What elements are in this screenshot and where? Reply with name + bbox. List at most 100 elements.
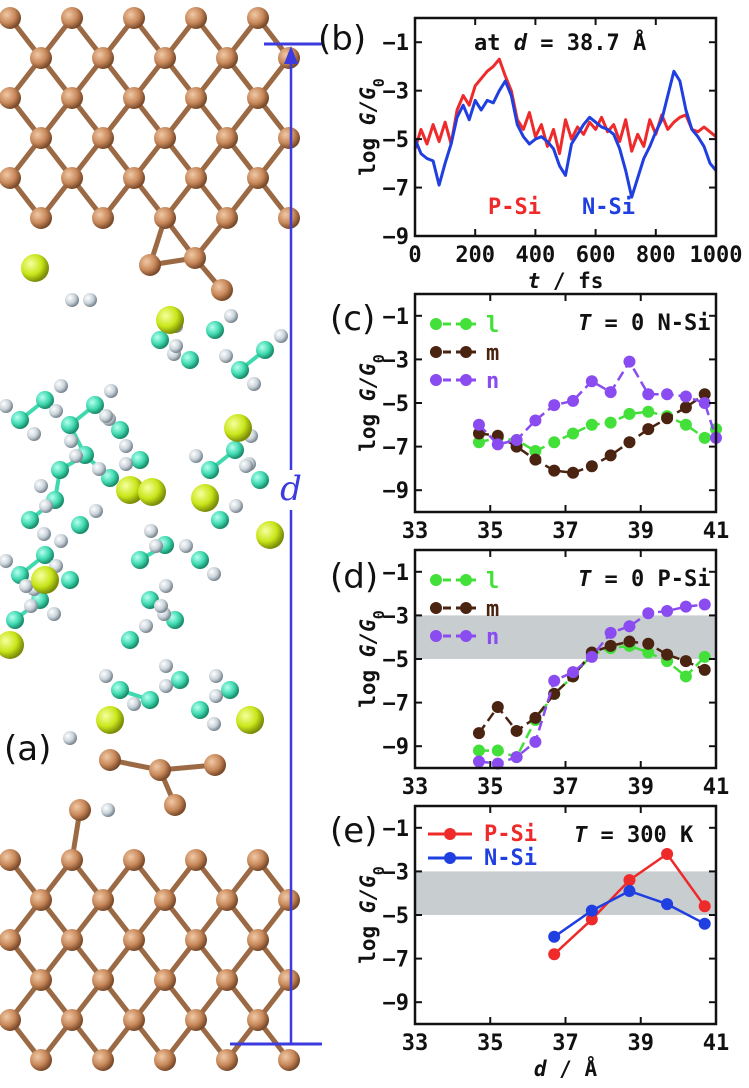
data-point <box>472 427 485 440</box>
data-point <box>661 648 674 661</box>
y-tick-label: −3 <box>383 604 410 629</box>
series-P-Si <box>413 57 717 156</box>
panel-b-tag: (b) <box>318 19 366 59</box>
distance-dimension: d <box>230 42 322 1046</box>
carbon-atom <box>30 1049 52 1071</box>
data-point <box>623 355 636 368</box>
carbon-atom <box>61 7 83 29</box>
legend-entry: n <box>430 625 499 650</box>
series-m <box>472 388 711 479</box>
plot-frame <box>413 16 718 238</box>
carbon-atom <box>247 7 269 29</box>
data-point <box>548 674 561 687</box>
data-point <box>698 900 711 913</box>
carbon-atom <box>204 754 226 776</box>
hydrogen-atom <box>39 499 53 513</box>
series-line <box>413 69 718 199</box>
hydrogen-atom <box>34 479 48 493</box>
data-point <box>604 416 617 429</box>
chain-atom <box>61 571 79 589</box>
hydrogen-atom <box>24 599 38 613</box>
data-point <box>567 666 580 679</box>
sulfur-atom <box>224 414 252 442</box>
x-tick-label: 37 <box>552 519 579 544</box>
carbon-atom <box>216 127 238 149</box>
sulfur-atom <box>31 566 59 594</box>
chain-atom <box>131 551 149 569</box>
hydrogen-atom <box>239 459 253 473</box>
y-axis-label: log G/G0 <box>356 866 388 964</box>
legend-entry: l <box>430 569 499 594</box>
carbon-atom <box>92 889 114 911</box>
hydrogen-atom <box>154 599 168 613</box>
chain-atom <box>11 411 29 429</box>
x-tick-label: 41 <box>703 519 730 544</box>
x-tick-label: 33 <box>402 775 429 800</box>
carbon-atom <box>0 167 21 189</box>
hydrogen-atom <box>229 499 243 513</box>
data-point <box>642 637 655 650</box>
hydrogen-atom <box>149 539 163 553</box>
panel-d-tag: (d) <box>330 557 378 597</box>
data-point <box>491 700 504 713</box>
x-tick-label: 400 <box>516 243 556 268</box>
data-point <box>585 904 598 917</box>
carbon-atom <box>0 1009 21 1031</box>
carbon-atom <box>216 207 238 229</box>
atom-bonds <box>8 16 291 1062</box>
hydrogen-atom <box>0 399 13 413</box>
panel-a-tag: (a) <box>4 729 51 769</box>
hydrogen-atom <box>159 659 173 673</box>
carbon-atom <box>216 1049 238 1071</box>
hydrogen-atom <box>54 534 68 548</box>
chain-atom <box>171 671 189 689</box>
hydrogen-atom <box>169 339 183 353</box>
x-tick-label: 39 <box>628 519 655 544</box>
data-point <box>548 930 561 943</box>
data-point <box>472 755 485 768</box>
annotation: T = 300 K <box>574 823 694 848</box>
hydrogen-atom <box>0 554 13 568</box>
atoms <box>0 7 300 1071</box>
hydrogen-atom <box>47 607 61 621</box>
carbon-atom <box>0 849 21 871</box>
hydrogen-atom <box>104 384 118 398</box>
hydrogen-atom <box>127 697 141 711</box>
hydrogen-atom <box>37 527 51 541</box>
carbon-atom <box>185 7 207 29</box>
data-point <box>529 735 542 748</box>
y-tick-label: −9 <box>383 991 410 1016</box>
carbon-atom <box>61 849 83 871</box>
chain-atom <box>191 551 209 569</box>
hydrogen-atom <box>209 669 223 683</box>
carbon-atom <box>30 969 52 991</box>
y-tick-label: −7 <box>383 177 410 202</box>
carbon-atom <box>247 167 269 189</box>
series-P-Si <box>548 847 711 961</box>
annotation: T = 0 N-Si <box>578 311 710 336</box>
hydrogen-atom <box>65 293 79 307</box>
chain-atom <box>86 396 104 414</box>
data-point <box>698 397 711 409</box>
x-tick-label: 39 <box>628 1031 655 1056</box>
annotation: T = 0 P-Si <box>578 567 710 592</box>
data-point <box>472 436 485 449</box>
carbon-atom <box>61 1009 83 1031</box>
hydrogen-atom <box>99 409 113 423</box>
data-point <box>604 626 617 639</box>
x-tick-label: 1000 <box>690 243 743 268</box>
data-point <box>548 464 561 477</box>
x-tick-label: 200 <box>455 243 495 268</box>
sulfur-atom <box>96 706 124 734</box>
data-point <box>548 399 561 412</box>
chain-atom <box>201 461 219 479</box>
data-point <box>491 757 504 770</box>
hydrogen-atom <box>49 404 63 418</box>
data-point <box>567 427 580 440</box>
carbon-atom <box>247 929 269 951</box>
carbon-atom <box>154 127 176 149</box>
data-point <box>661 847 674 860</box>
hydrogen-atom <box>83 293 97 307</box>
carbon-atom <box>0 7 21 29</box>
y-tick-label: −3 <box>383 860 410 885</box>
